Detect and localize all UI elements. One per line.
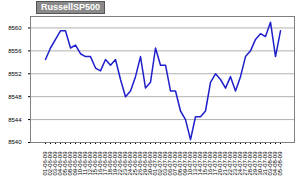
svg-text:06-07-09: 06-07-09 bbox=[167, 151, 174, 176]
svg-text:29-07-09: 29-07-09 bbox=[252, 151, 259, 176]
svg-text:02-07-09: 02-07-09 bbox=[157, 151, 164, 176]
svg-text:8560: 8560 bbox=[8, 25, 22, 31]
svg-text:8548: 8548 bbox=[8, 94, 22, 100]
svg-text:19-06-09: 19-06-09 bbox=[112, 151, 119, 176]
svg-text:09-07-09: 09-07-09 bbox=[182, 151, 189, 176]
svg-text:05-06-09: 05-06-09 bbox=[62, 151, 69, 176]
svg-text:12-06-09: 12-06-09 bbox=[87, 151, 94, 176]
svg-text:24-07-09: 24-07-09 bbox=[237, 151, 244, 176]
svg-text:14-07-09: 14-07-09 bbox=[197, 151, 204, 176]
svg-text:08-07-09: 08-07-09 bbox=[177, 151, 184, 176]
svg-text:23-07-09: 23-07-09 bbox=[232, 151, 239, 176]
svg-text:07-07-09: 07-07-09 bbox=[172, 151, 179, 176]
svg-text:13-07-09: 13-07-09 bbox=[192, 151, 199, 176]
svg-text:8540: 8540 bbox=[8, 139, 22, 145]
svg-text:18-06-09: 18-06-09 bbox=[107, 151, 114, 176]
svg-text:15-06-09: 15-06-09 bbox=[92, 151, 99, 176]
svg-text:8552: 8552 bbox=[8, 71, 22, 77]
svg-text:27-07-09: 27-07-09 bbox=[242, 151, 249, 176]
svg-text:03-08-09: 03-08-09 bbox=[267, 151, 274, 176]
svg-text:01-07-09: 01-07-09 bbox=[152, 151, 159, 176]
svg-text:15-07-09: 15-07-09 bbox=[202, 151, 209, 176]
svg-text:24-06-09: 24-06-09 bbox=[127, 151, 134, 176]
svg-text:05-08-09: 05-08-09 bbox=[277, 151, 283, 176]
svg-text:16-06-09: 16-06-09 bbox=[97, 151, 104, 176]
svg-text:03-06-09: 03-06-09 bbox=[52, 151, 59, 176]
svg-text:8544: 8544 bbox=[8, 117, 22, 123]
svg-text:21-07-09: 21-07-09 bbox=[222, 151, 229, 176]
svg-text:28-07-09: 28-07-09 bbox=[247, 151, 254, 176]
svg-text:11-06-09: 11-06-09 bbox=[82, 151, 89, 176]
html-text:RussellSP500: RussellSP500 bbox=[41, 2, 100, 12]
svg-text:30-07-09: 30-07-09 bbox=[257, 151, 264, 176]
svg-text:26-06-09: 26-06-09 bbox=[137, 151, 144, 176]
svg-text:17-06-09: 17-06-09 bbox=[102, 151, 109, 176]
svg-text:02-06-09: 02-06-09 bbox=[47, 151, 54, 176]
svg-text:8556: 8556 bbox=[8, 48, 22, 54]
svg-text:30-06-09: 30-06-09 bbox=[147, 151, 154, 176]
svg-text:22-06-09: 22-06-09 bbox=[117, 151, 124, 176]
svg-text:23-06-09: 23-06-09 bbox=[122, 151, 129, 176]
svg-text:10-06-09: 10-06-09 bbox=[77, 151, 84, 176]
svg-text:31-07-09: 31-07-09 bbox=[262, 151, 269, 176]
svg-text:22-07-09: 22-07-09 bbox=[227, 151, 234, 176]
svg-text:20-07-09: 20-07-09 bbox=[217, 151, 224, 176]
svg-text:01-06-09: 01-06-09 bbox=[42, 151, 49, 176]
svg-text:04-08-09: 04-08-09 bbox=[272, 151, 279, 176]
svg-text:25-06-09: 25-06-09 bbox=[132, 151, 139, 176]
svg-text:17-07-09: 17-07-09 bbox=[212, 151, 219, 176]
svg-text:08-06-09: 08-06-09 bbox=[67, 151, 74, 176]
svg-text:29-06-09: 29-06-09 bbox=[142, 151, 149, 176]
svg-text:09-06-09: 09-06-09 bbox=[72, 151, 79, 176]
svg-text:03-07-09: 03-07-09 bbox=[162, 151, 169, 176]
svg-text:04-06-09: 04-06-09 bbox=[57, 151, 64, 176]
svg-text:16-07-09: 16-07-09 bbox=[207, 151, 214, 176]
svg-text:10-07-09: 10-07-09 bbox=[187, 151, 194, 176]
